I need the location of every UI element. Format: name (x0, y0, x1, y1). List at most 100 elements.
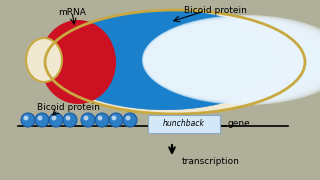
Ellipse shape (97, 24, 264, 96)
Ellipse shape (147, 25, 308, 95)
Ellipse shape (188, 50, 234, 70)
Ellipse shape (54, 11, 279, 109)
Ellipse shape (72, 16, 273, 104)
Ellipse shape (89, 21, 267, 99)
Ellipse shape (159, 48, 216, 72)
Ellipse shape (110, 28, 260, 93)
Circle shape (49, 113, 63, 127)
Ellipse shape (76, 17, 271, 102)
Text: transcription: transcription (182, 156, 240, 165)
Circle shape (66, 116, 70, 120)
Circle shape (112, 116, 116, 120)
Ellipse shape (50, 10, 280, 110)
Ellipse shape (160, 50, 206, 70)
Ellipse shape (89, 21, 267, 99)
Ellipse shape (154, 40, 245, 80)
Ellipse shape (76, 17, 271, 102)
Circle shape (52, 116, 56, 120)
Ellipse shape (192, 51, 233, 69)
Ellipse shape (151, 33, 276, 87)
Ellipse shape (93, 22, 266, 98)
Ellipse shape (158, 41, 244, 79)
Ellipse shape (184, 49, 236, 71)
Ellipse shape (119, 30, 257, 90)
Ellipse shape (143, 17, 320, 103)
Ellipse shape (72, 16, 273, 104)
Ellipse shape (201, 54, 230, 66)
Ellipse shape (157, 44, 229, 76)
Ellipse shape (142, 15, 320, 105)
Ellipse shape (140, 36, 250, 84)
Ellipse shape (171, 45, 240, 75)
Ellipse shape (149, 39, 247, 81)
Ellipse shape (115, 29, 259, 91)
Ellipse shape (153, 36, 261, 84)
Ellipse shape (151, 32, 280, 88)
Ellipse shape (132, 34, 253, 86)
Ellipse shape (162, 54, 188, 66)
Ellipse shape (84, 20, 268, 100)
Ellipse shape (59, 12, 277, 107)
Ellipse shape (145, 37, 248, 82)
Circle shape (123, 113, 137, 127)
Ellipse shape (146, 23, 317, 97)
Ellipse shape (205, 55, 228, 65)
Ellipse shape (145, 21, 320, 99)
Ellipse shape (136, 35, 251, 85)
Ellipse shape (128, 33, 254, 87)
Ellipse shape (123, 31, 256, 89)
Ellipse shape (63, 14, 276, 106)
Ellipse shape (210, 56, 227, 64)
Ellipse shape (201, 54, 230, 66)
Circle shape (37, 116, 43, 120)
Ellipse shape (158, 46, 220, 73)
Ellipse shape (152, 35, 266, 85)
Ellipse shape (155, 41, 243, 79)
Ellipse shape (154, 37, 257, 82)
Ellipse shape (175, 46, 238, 74)
Ellipse shape (110, 28, 260, 93)
Ellipse shape (161, 52, 197, 68)
Ellipse shape (210, 56, 227, 64)
Ellipse shape (54, 11, 279, 109)
Ellipse shape (171, 45, 240, 75)
Ellipse shape (196, 53, 231, 68)
Ellipse shape (80, 19, 270, 101)
Ellipse shape (67, 15, 274, 105)
Ellipse shape (180, 48, 237, 73)
Ellipse shape (144, 18, 320, 102)
Ellipse shape (115, 29, 259, 91)
Ellipse shape (132, 34, 253, 86)
Ellipse shape (154, 39, 252, 81)
Ellipse shape (156, 43, 234, 77)
Ellipse shape (160, 51, 202, 69)
Circle shape (125, 116, 131, 120)
Ellipse shape (67, 15, 274, 105)
Ellipse shape (157, 45, 225, 75)
Text: Bicoid protein: Bicoid protein (36, 103, 100, 112)
Ellipse shape (26, 38, 62, 82)
Ellipse shape (128, 33, 254, 87)
Ellipse shape (158, 41, 244, 79)
Ellipse shape (162, 53, 193, 67)
Ellipse shape (148, 26, 303, 94)
Ellipse shape (136, 35, 251, 85)
Ellipse shape (159, 49, 211, 71)
Ellipse shape (80, 19, 270, 101)
Ellipse shape (106, 26, 261, 94)
Ellipse shape (50, 10, 280, 110)
Ellipse shape (119, 30, 257, 90)
Ellipse shape (155, 40, 248, 80)
Circle shape (109, 113, 123, 127)
Circle shape (95, 113, 109, 127)
Ellipse shape (162, 42, 243, 78)
Ellipse shape (166, 44, 241, 76)
Ellipse shape (97, 24, 264, 96)
Ellipse shape (93, 22, 266, 98)
Text: Bicoid protein: Bicoid protein (184, 6, 246, 15)
Ellipse shape (175, 46, 238, 74)
Ellipse shape (59, 12, 277, 107)
Ellipse shape (149, 28, 294, 91)
Ellipse shape (180, 48, 237, 73)
Ellipse shape (148, 27, 299, 93)
